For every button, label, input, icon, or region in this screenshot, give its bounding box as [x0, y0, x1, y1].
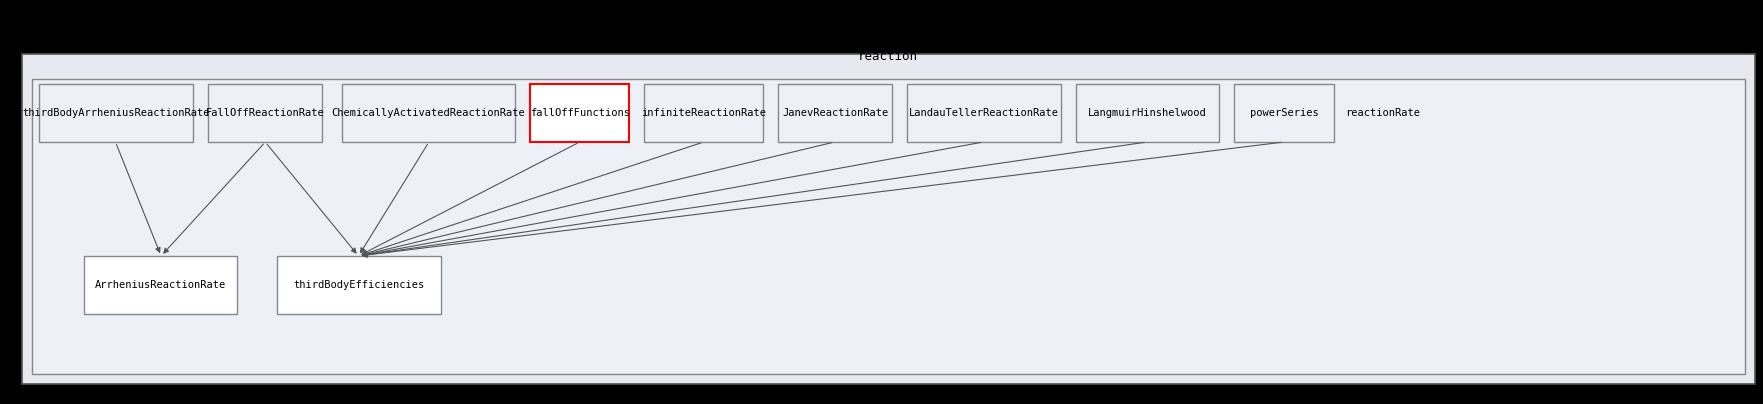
FancyBboxPatch shape — [777, 84, 892, 142]
Text: JanevReactionRate: JanevReactionRate — [783, 108, 889, 118]
FancyBboxPatch shape — [906, 84, 1061, 142]
FancyBboxPatch shape — [85, 256, 238, 314]
FancyBboxPatch shape — [208, 84, 323, 142]
Text: reactionRate: reactionRate — [1345, 108, 1421, 118]
FancyBboxPatch shape — [342, 84, 515, 142]
Text: infiniteReactionRate: infiniteReactionRate — [642, 108, 767, 118]
Text: reaction: reaction — [859, 50, 919, 63]
FancyBboxPatch shape — [277, 256, 441, 314]
FancyBboxPatch shape — [39, 84, 192, 142]
Text: LangmuirHinshelwood: LangmuirHinshelwood — [1088, 108, 1208, 118]
FancyBboxPatch shape — [1075, 84, 1220, 142]
Text: ArrheniusReactionRate: ArrheniusReactionRate — [95, 280, 226, 290]
Text: fallOffFunctions: fallOffFunctions — [529, 108, 629, 118]
Text: thirdBodyArrheniusReactionRate: thirdBodyArrheniusReactionRate — [23, 108, 210, 118]
Text: ChemicallyActivatedReactionRate: ChemicallyActivatedReactionRate — [331, 108, 525, 118]
FancyBboxPatch shape — [1234, 84, 1333, 142]
FancyBboxPatch shape — [23, 54, 1754, 384]
FancyBboxPatch shape — [32, 79, 1745, 374]
Text: FallOffReactionRate: FallOffReactionRate — [205, 108, 324, 118]
Text: thirdBodyEfficiencies: thirdBodyEfficiencies — [293, 280, 425, 290]
FancyBboxPatch shape — [531, 84, 629, 142]
Text: powerSeries: powerSeries — [1250, 108, 1319, 118]
FancyBboxPatch shape — [643, 84, 763, 142]
Text: LandauTellerReactionRate: LandauTellerReactionRate — [910, 108, 1060, 118]
